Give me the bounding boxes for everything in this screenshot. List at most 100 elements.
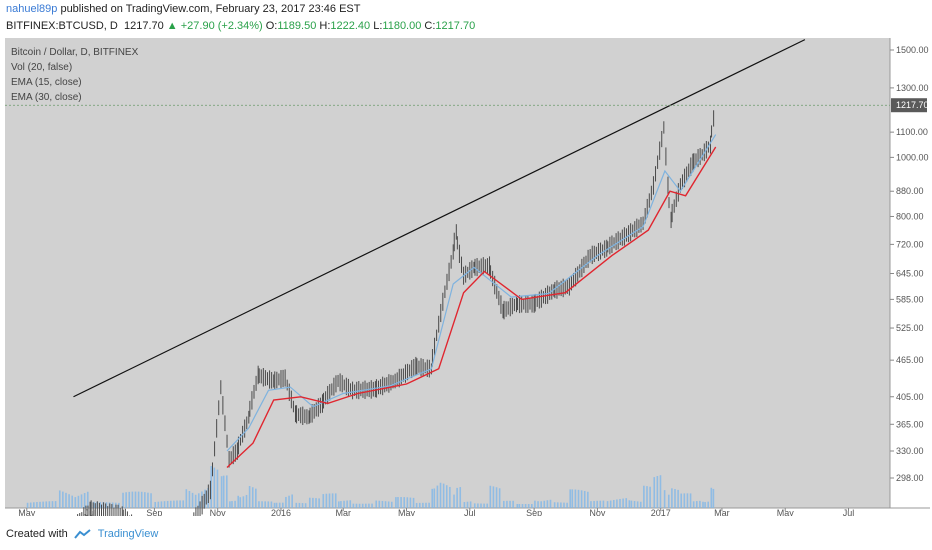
volume-bar: [625, 498, 628, 508]
volume-bar: [340, 501, 342, 508]
volume-bar: [593, 500, 595, 508]
volume-bar: [267, 501, 270, 508]
volume-bar: [643, 485, 645, 508]
volume-bar: [707, 501, 709, 508]
symbol-label: BITFINEX:BTCUSD, D: [6, 20, 118, 32]
volume-bar: [553, 502, 556, 508]
volume-bar: [677, 489, 679, 508]
volume-bar: [566, 502, 568, 508]
volume-bar: [312, 497, 314, 508]
volume-bar: [365, 503, 367, 508]
x-tick-label: Nov: [210, 508, 227, 516]
x-tick-label: May: [777, 508, 795, 516]
volume-bar: [371, 503, 373, 508]
volume-bar: [51, 501, 54, 508]
volume-bar: [704, 502, 706, 508]
volume-bar: [122, 492, 124, 508]
tradingview-logo-icon: [73, 529, 91, 539]
volume-bar: [258, 501, 260, 508]
volume-bar: [179, 500, 181, 508]
volume-bar: [295, 502, 298, 508]
volume-bar: [569, 489, 572, 508]
volume-bar: [26, 502, 29, 508]
volume-bar: [169, 500, 172, 508]
volume-bar: [587, 491, 589, 508]
volume-bar: [160, 501, 163, 508]
volume-bar: [469, 501, 472, 508]
legend-volume: Vol (20, false): [11, 62, 73, 73]
volume-bar: [318, 498, 320, 508]
volume-bar: [686, 493, 689, 508]
volume-bar: [518, 504, 521, 508]
volume-bar: [128, 491, 131, 508]
volume-bar: [144, 492, 146, 508]
y-tick-label: 1500.00: [896, 45, 929, 55]
volume-bar: [439, 482, 442, 508]
price-change: ▲ +27.90 (+2.34%): [166, 20, 263, 32]
volume-bar: [663, 490, 666, 508]
volume-bar: [400, 497, 402, 508]
y-tick-label: 405.00: [896, 392, 924, 402]
volume-bar: [381, 500, 384, 508]
volume-bar: [683, 493, 686, 508]
volume-bar: [278, 502, 281, 508]
volume-bar: [616, 499, 618, 508]
volume-bar: [403, 497, 406, 508]
volume-bar: [622, 498, 624, 508]
volume-bar: [628, 500, 631, 508]
volume-bar: [301, 503, 304, 508]
volume-bar: [182, 500, 185, 508]
volume-bar: [406, 497, 409, 508]
x-tick-label: Nov: [589, 508, 606, 516]
volume-bar: [349, 500, 352, 508]
y-tick-label: 880.00: [896, 186, 924, 196]
volume-bar: [210, 466, 213, 508]
volume-bar: [225, 475, 228, 508]
volume-bar: [571, 489, 574, 508]
volume-bar: [166, 500, 169, 508]
volume-bar: [355, 503, 358, 508]
volume-bar: [216, 469, 219, 508]
y-tick-label: 465.00: [896, 355, 924, 365]
volume-bar: [546, 500, 549, 508]
volume-bar: [509, 500, 511, 508]
price-chart[interactable]: 1500.00 1300.00 1100.00 1000.00 880.00 800.00…: [5, 38, 930, 550]
volume-bar: [456, 487, 458, 508]
volume-bar: [433, 488, 436, 508]
x-tick-label: 2016: [271, 508, 291, 516]
tradingview-brand[interactable]: TradingView: [97, 528, 159, 540]
volume-bar: [375, 500, 377, 508]
volume-bar: [384, 501, 387, 508]
volume-bar: [492, 486, 495, 508]
volume-bar: [425, 502, 427, 508]
volume-bar: [602, 500, 605, 508]
volume-bar: [659, 475, 662, 508]
volume-bar: [619, 498, 621, 508]
volume-bar: [29, 502, 32, 508]
volume-bar: [185, 489, 188, 508]
trendline: [73, 39, 806, 398]
ema30-line: [226, 146, 717, 469]
y-tick-label: 645.00: [896, 269, 924, 279]
volume-bar: [609, 500, 612, 508]
chart-area[interactable]: 1500.00 1300.00 1100.00 1000.00 880.00 800.00…: [5, 38, 930, 550]
volume-bar: [480, 503, 482, 508]
volume-bar: [445, 485, 448, 508]
volume-bar: [489, 485, 492, 508]
volume-bar: [612, 499, 615, 508]
volume-bar: [176, 500, 178, 508]
open-label: O:: [265, 20, 278, 32]
high-value: 1222.40: [330, 20, 371, 32]
volume-bar: [147, 492, 149, 508]
volume-bar: [543, 500, 546, 508]
volume-bar: [220, 476, 223, 508]
volume-bar: [270, 501, 273, 508]
volume-bar: [506, 500, 508, 508]
y-tick-label: 1100.00: [896, 127, 928, 137]
volume-bar: [251, 487, 254, 508]
volume-bar: [248, 486, 251, 508]
open-value: 1189.50: [277, 20, 317, 32]
volume-bar: [231, 501, 233, 508]
x-tick-label: Sep: [526, 508, 542, 516]
author-link[interactable]: nahuel89p: [6, 3, 58, 15]
